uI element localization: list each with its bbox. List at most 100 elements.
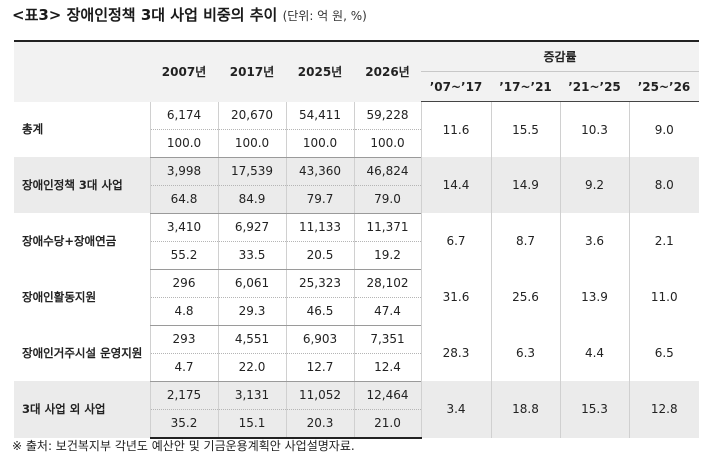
table-row: 장애인정책 3대 사업 3,998 17,539 43,360 46,824 14.4 14…	[14, 157, 699, 213]
table-row-share: 35.2 15.1 20.3 21.0	[14, 409, 699, 439]
growth-cell: 6.3	[490, 325, 560, 381]
value-cell: 2,175	[149, 381, 218, 410]
value-cell: 20,670	[217, 101, 286, 130]
value-cell: 54,411	[285, 101, 354, 130]
table-row-share: 4.7 22.0 12.7 12.4	[14, 353, 699, 382]
table-row: 3대 사업 외 사업 2,175 3,131 11,052 12,464 3.4 18.8 1…	[14, 381, 699, 438]
header-year: 2007년	[150, 40, 218, 102]
value-cell: 6,061	[217, 269, 286, 298]
header-growth: 증감률	[421, 40, 699, 72]
value-cell: 3,131	[217, 381, 286, 410]
share-cell: 47.4	[353, 297, 421, 326]
share-cell: 55.2	[149, 241, 218, 270]
header-period: ’17~’21	[491, 71, 560, 102]
source-note: ※ 출처: 보건복지부 각년도 예산안 및 기금운용계획안 사업설명자료.	[12, 439, 355, 453]
value-cell: 7,351	[353, 325, 421, 354]
value-cell: 43,360	[285, 157, 354, 186]
value-cell: 17,539	[217, 157, 286, 186]
share-cell: 21.0	[353, 409, 421, 439]
share-cell: 20.3	[285, 409, 354, 439]
table-row: 장애수당+장애연금 3,410 6,927 11,133 11,371 6.7 8.7 3.6…	[14, 213, 699, 269]
share-cell: 15.1	[217, 409, 286, 439]
header-period: ’07~’17	[421, 71, 491, 102]
value-cell: 6,174	[149, 101, 218, 130]
table-row-share: 64.8 84.9 79.7 79.0	[14, 185, 699, 214]
growth-cell: 13.9	[559, 269, 629, 325]
share-cell: 79.0	[353, 185, 421, 214]
growth-cell: 14.4	[420, 157, 491, 213]
growth-cell: 31.6	[420, 269, 491, 325]
growth-cell: 10.3	[559, 101, 629, 157]
growth-cell: 14.9	[490, 157, 560, 213]
share-cell: 33.5	[217, 241, 286, 270]
growth-cell: 9.2	[559, 157, 629, 213]
row-label: 장애수당+장애연금	[22, 234, 117, 248]
value-cell: 3,410	[149, 213, 218, 242]
value-cell: 293	[149, 325, 218, 354]
share-cell: 4.8	[149, 297, 218, 326]
growth-cell: 12.8	[628, 381, 699, 438]
table-row-share: 4.8 29.3 46.5 47.4	[14, 297, 699, 326]
share-cell: 35.2	[149, 409, 218, 439]
row-label: 3대 사업 외 사업	[14, 381, 150, 438]
header-year: 2025년	[286, 40, 354, 102]
value-cell: 25,323	[285, 269, 354, 298]
header-corner	[14, 40, 150, 102]
table-unit: (단위: 억 원, %)	[282, 9, 367, 23]
value-cell: 11,052	[285, 381, 354, 410]
value-cell: 11,133	[285, 213, 354, 242]
growth-cell: 8.7	[490, 213, 560, 269]
data-table: 2007년 2017년 2025년 2026년 증감률 ’07~’17 ’17~…	[14, 40, 699, 439]
growth-cell: 6.7	[420, 213, 491, 269]
header-period: ’21~’25	[560, 71, 629, 102]
growth-cell: 9.0	[628, 101, 699, 157]
growth-cell: 11.6	[420, 101, 491, 157]
table-title: <표3> 장애인정책 3대 사업 비중의 추이 (단위: 억 원, %)	[12, 4, 367, 25]
share-cell: 100.0	[217, 129, 286, 158]
header-year: 2017년	[218, 40, 286, 102]
share-cell: 100.0	[353, 129, 421, 158]
share-cell: 29.3	[217, 297, 286, 326]
growth-cell: 11.0	[628, 269, 699, 325]
share-cell: 64.8	[149, 185, 218, 214]
value-cell: 28,102	[353, 269, 421, 298]
growth-cell: 2.1	[628, 213, 699, 269]
table-row: 장애인활동지원 296 6,061 25,323 28,102 31.6 25.6 13.9 1…	[14, 269, 699, 325]
value-cell: 11,371	[353, 213, 421, 242]
share-cell: 46.5	[285, 297, 354, 326]
share-cell: 84.9	[217, 185, 286, 214]
value-cell: 46,824	[353, 157, 421, 186]
table-row: 장애인거주시설 운영지원 293 4,551 6,903 7,351 28.3 6.3 4.4…	[14, 325, 699, 381]
header-year: 2026년	[354, 40, 421, 102]
value-cell: 296	[149, 269, 218, 298]
value-cell: 6,903	[285, 325, 354, 354]
table-title-main: <표3> 장애인정책 3대 사업 비중의 추이	[12, 6, 278, 24]
value-cell: 4,551	[217, 325, 286, 354]
share-cell: 22.0	[217, 353, 286, 382]
table-row-share: 55.2 33.5 20.5 19.2	[14, 241, 699, 270]
growth-cell: 8.0	[628, 157, 699, 213]
share-cell: 79.7	[285, 185, 354, 214]
row-label: 장애인활동지원	[22, 290, 97, 304]
value-cell: 6,927	[217, 213, 286, 242]
row-label: 장애인정책 3대 사업	[14, 157, 150, 213]
value-cell: 3,998	[149, 157, 218, 186]
growth-cell: 15.3	[559, 381, 629, 438]
row-label: 총계	[22, 122, 44, 137]
growth-cell: 3.6	[559, 213, 629, 269]
share-cell: 19.2	[353, 241, 421, 270]
header-period: ’25~’26	[629, 71, 699, 102]
share-cell: 100.0	[285, 129, 354, 158]
growth-cell: 18.8	[490, 381, 560, 438]
table-row: 총계 6,174 20,670 54,411 59,228 11.6 15.5 10.3 9.0	[14, 101, 699, 157]
table-row-share: 100.0 100.0 100.0 100.0	[14, 129, 699, 158]
share-cell: 20.5	[285, 241, 354, 270]
growth-cell: 4.4	[559, 325, 629, 381]
growth-cell: 15.5	[490, 101, 560, 157]
share-cell: 100.0	[149, 129, 218, 158]
share-cell: 12.4	[353, 353, 421, 382]
value-cell: 59,228	[353, 101, 421, 130]
row-label: 장애인거주시설 운영지원	[22, 346, 143, 360]
share-cell: 12.7	[285, 353, 354, 382]
growth-cell: 3.4	[420, 381, 491, 438]
